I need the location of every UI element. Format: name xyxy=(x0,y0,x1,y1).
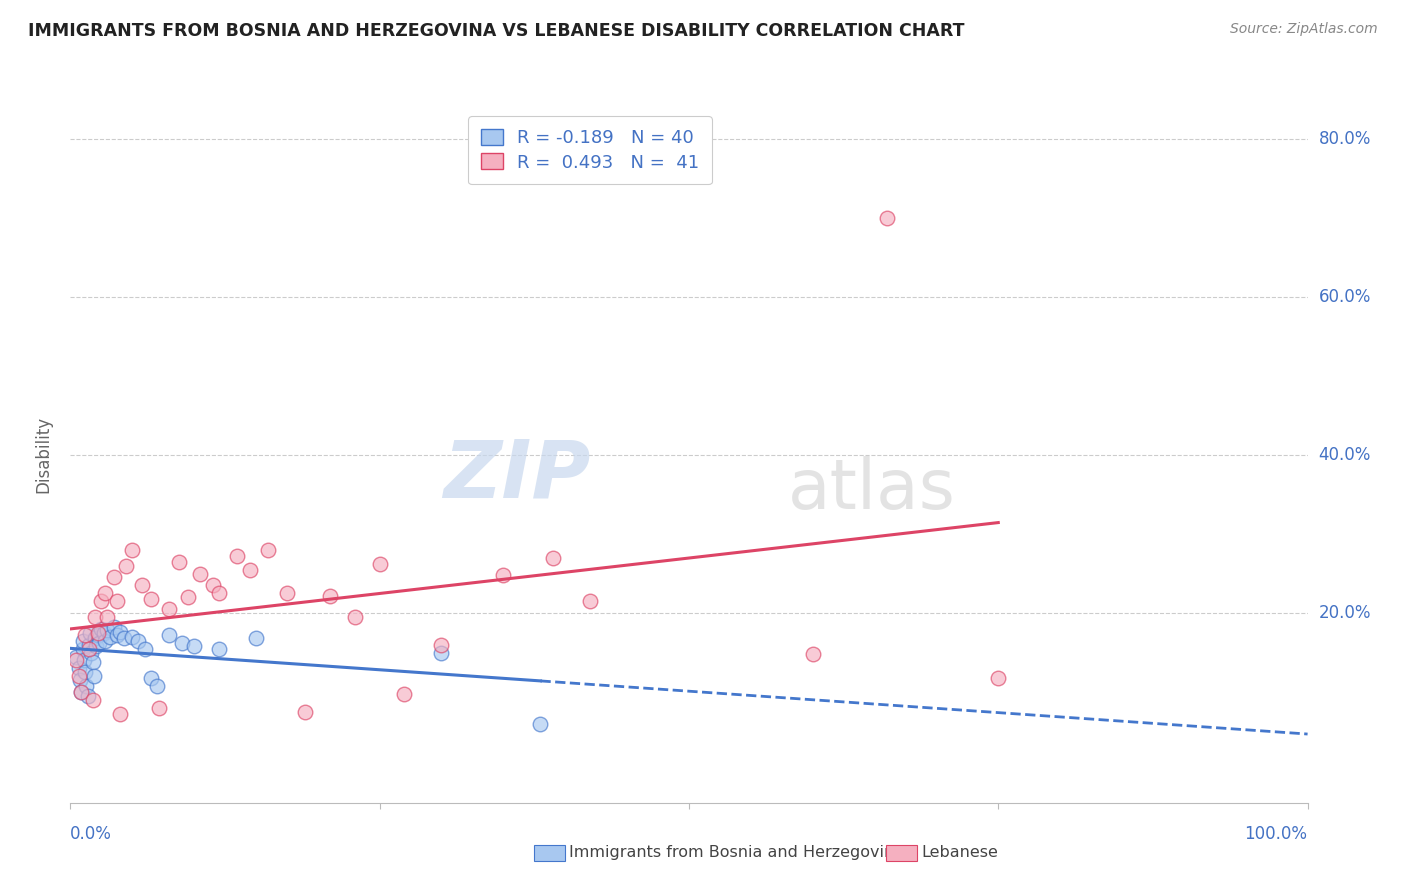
Point xyxy=(105,628,128,642)
Point xyxy=(108,707,131,722)
Point xyxy=(77,638,100,652)
Legend: R = -0.189   N = 40, R =  0.493   N =  41: R = -0.189 N = 40, R = 0.493 N = 41 xyxy=(468,116,711,184)
Point xyxy=(72,641,94,656)
Point xyxy=(67,669,90,683)
Point xyxy=(94,633,117,648)
Point xyxy=(987,671,1010,685)
Point xyxy=(579,594,602,608)
Point xyxy=(319,589,342,603)
Text: 80.0%: 80.0% xyxy=(1319,129,1371,148)
Point xyxy=(93,625,115,640)
Point xyxy=(103,620,125,634)
Point xyxy=(127,633,149,648)
Point xyxy=(82,655,104,669)
Point xyxy=(146,679,169,693)
Point xyxy=(115,558,138,573)
Point xyxy=(84,639,107,653)
Text: ZIP: ZIP xyxy=(443,437,591,515)
Point xyxy=(188,566,211,581)
Text: 20.0%: 20.0% xyxy=(1319,604,1371,622)
Point xyxy=(83,669,105,683)
Text: Lebanese: Lebanese xyxy=(921,846,998,860)
Point xyxy=(70,685,93,699)
Point xyxy=(80,646,103,660)
Text: atlas: atlas xyxy=(787,456,956,524)
Point xyxy=(105,594,128,608)
Point xyxy=(294,705,316,719)
Point xyxy=(98,630,121,644)
Point xyxy=(157,602,180,616)
Point xyxy=(208,586,231,600)
Point xyxy=(86,628,108,642)
Point xyxy=(492,568,515,582)
Point xyxy=(108,625,131,640)
Point xyxy=(430,646,453,660)
Point xyxy=(96,624,118,638)
Point xyxy=(148,701,170,715)
Point xyxy=(82,693,104,707)
Point xyxy=(75,628,97,642)
Point xyxy=(121,542,143,557)
Point xyxy=(245,632,267,646)
Point xyxy=(226,549,249,563)
Point xyxy=(343,610,366,624)
Point xyxy=(73,653,96,667)
Point xyxy=(183,639,205,653)
Point xyxy=(103,570,125,584)
Text: 0.0%: 0.0% xyxy=(70,825,112,843)
Point xyxy=(208,641,231,656)
Text: Source: ZipAtlas.com: Source: ZipAtlas.com xyxy=(1230,22,1378,37)
Point xyxy=(72,633,94,648)
Text: 60.0%: 60.0% xyxy=(1319,288,1371,306)
Point xyxy=(394,687,416,701)
Point xyxy=(96,610,118,624)
Text: 40.0%: 40.0% xyxy=(1319,446,1371,464)
Text: Disability: Disability xyxy=(34,417,52,493)
Point xyxy=(67,661,90,675)
Point xyxy=(87,636,110,650)
Point xyxy=(90,622,112,636)
Text: 100.0%: 100.0% xyxy=(1244,825,1308,843)
Text: Immigrants from Bosnia and Herzegovina: Immigrants from Bosnia and Herzegovina xyxy=(569,846,904,860)
Point xyxy=(86,625,108,640)
Point xyxy=(70,685,93,699)
Point xyxy=(131,578,153,592)
Point xyxy=(84,632,107,646)
Point xyxy=(139,671,162,685)
Point xyxy=(801,647,824,661)
Point xyxy=(257,542,280,557)
Point xyxy=(79,625,101,640)
Point xyxy=(239,563,262,577)
Point xyxy=(75,679,97,693)
Point xyxy=(134,641,156,656)
Point xyxy=(541,550,564,565)
Point xyxy=(65,649,87,664)
Point xyxy=(90,594,112,608)
Point xyxy=(65,653,87,667)
Point xyxy=(84,610,107,624)
Point xyxy=(368,557,391,571)
Point xyxy=(76,689,98,703)
Text: IMMIGRANTS FROM BOSNIA AND HERZEGOVINA VS LEBANESE DISABILITY CORRELATION CHART: IMMIGRANTS FROM BOSNIA AND HERZEGOVINA V… xyxy=(28,22,965,40)
Point xyxy=(75,665,97,680)
Point xyxy=(139,591,162,606)
Point xyxy=(170,636,193,650)
Point xyxy=(94,586,117,600)
Point xyxy=(276,586,298,600)
Point xyxy=(430,638,453,652)
Point xyxy=(157,628,180,642)
Point xyxy=(77,641,100,656)
Point xyxy=(177,591,200,605)
Point xyxy=(876,211,898,225)
Point xyxy=(529,716,551,731)
Point xyxy=(121,630,143,644)
Point xyxy=(69,673,91,688)
Point xyxy=(201,578,224,592)
Point xyxy=(167,555,190,569)
Point xyxy=(112,632,135,646)
